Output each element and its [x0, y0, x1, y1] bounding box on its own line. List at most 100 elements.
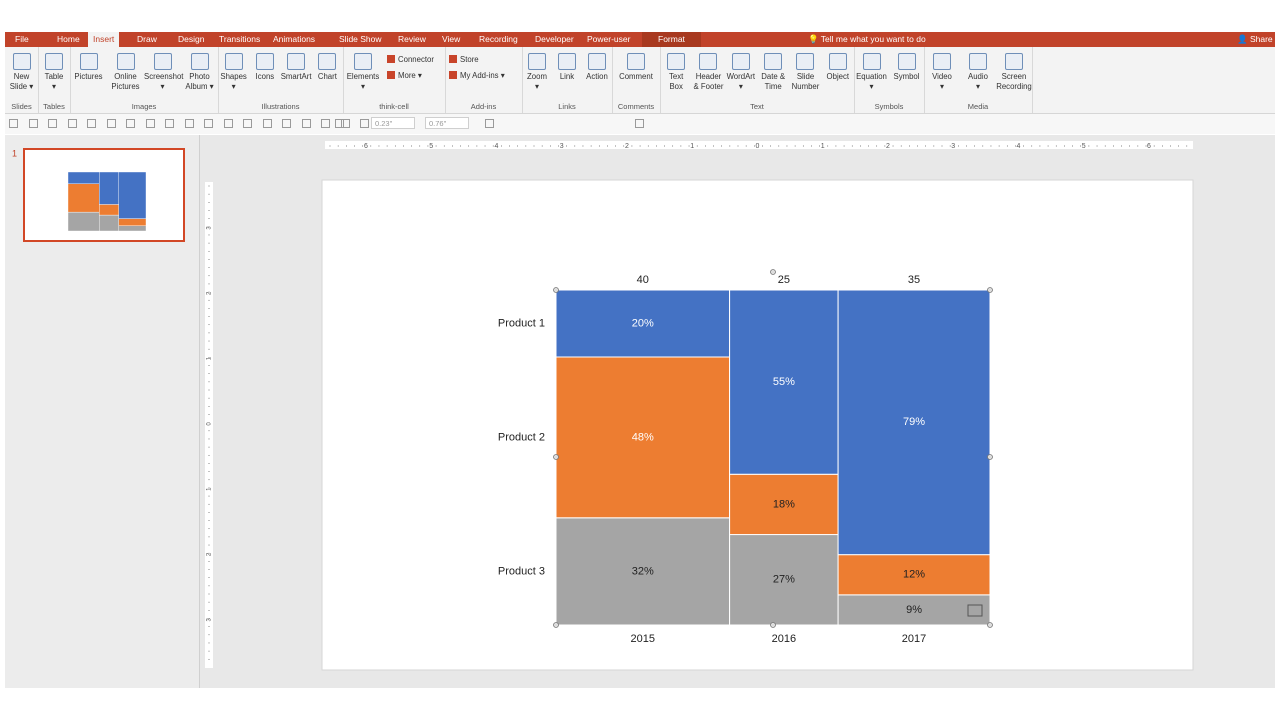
toolbar-icon[interactable] [282, 119, 291, 128]
ribbon-tab[interactable]: Transitions [219, 34, 261, 44]
toolbar-icon[interactable] [360, 119, 369, 128]
button-label: Store [460, 55, 479, 64]
button-icon [969, 53, 987, 70]
toolbar-icon[interactable] [126, 119, 135, 128]
ribbon-button[interactable]: Chart [312, 53, 343, 82]
ribbon-button[interactable]: Icons [249, 53, 280, 82]
ribbon-tab[interactable]: Insert [88, 32, 120, 47]
ruler-label: 6 [1147, 143, 1151, 150]
ruler-label: 4 [1017, 143, 1021, 150]
ribbon-tab[interactable]: Format [642, 32, 701, 47]
button-icon [449, 71, 457, 79]
toolbar-icon[interactable] [106, 119, 116, 128]
vertical-ruler [205, 182, 213, 668]
ribbon-button[interactable]: Screenshot ▾ [144, 53, 184, 92]
toolbar-icon[interactable] [223, 119, 233, 128]
ribbon-tab[interactable]: Animations [273, 34, 316, 44]
ribbon-button[interactable]: Table ▾ [38, 53, 70, 92]
button-label: Header & Footer [693, 72, 724, 91]
button-icon [255, 53, 274, 70]
ribbon-button[interactable]: Action [582, 53, 612, 82]
toolbar-icon[interactable] [87, 119, 96, 128]
toolbar-field[interactable]: 0.23" [371, 117, 415, 129]
toolbar-icon[interactable] [9, 119, 18, 128]
ribbon-button[interactable]: Shapes ▾ [218, 53, 249, 92]
ribbon-button[interactable]: Video ▾ [924, 53, 960, 92]
small-button[interactable]: Store [449, 55, 479, 64]
ribbon-button[interactable]: Slide Number [789, 53, 821, 92]
toolbar-icon[interactable] [28, 119, 38, 128]
toolbar-icon[interactable] [145, 119, 155, 128]
small-button[interactable]: More ▾ [387, 71, 422, 80]
button-label: Table ▾ [44, 72, 64, 91]
button-label: Video ▾ [932, 72, 952, 91]
tab-bar: 💡 Tell me what you want to do 👤 Share Fi… [5, 32, 1275, 47]
ribbon-tab[interactable]: Design [178, 34, 205, 44]
ribbon-button[interactable]: Object [822, 53, 854, 82]
ruler-label: 3 [207, 617, 213, 621]
small-button[interactable]: Connector [387, 55, 434, 64]
ribbon-button[interactable]: Date & Time [757, 53, 789, 92]
ribbon-button[interactable]: Symbol [889, 53, 924, 82]
button-label: Screenshot ▾ [144, 72, 184, 91]
toolbar-icon[interactable] [204, 119, 213, 128]
ribbon-tab[interactable]: Developer [535, 34, 574, 44]
toolbar-icon[interactable] [635, 119, 644, 128]
toolbar-icon[interactable] [335, 119, 344, 128]
ribbon-button[interactable]: Audio ▾ [960, 53, 996, 92]
group-label: Comments [617, 102, 655, 111]
button-label: SmartArt [280, 72, 312, 81]
button-label: More ▾ [398, 71, 422, 80]
ribbon-button[interactable]: Online Pictures [107, 53, 144, 92]
ribbon-tab[interactable]: File [15, 34, 29, 44]
toolbar-icon[interactable] [262, 119, 272, 128]
toolbar-icon[interactable] [485, 119, 494, 128]
ribbon-button[interactable]: Link [552, 53, 582, 82]
ribbon-button[interactable]: Pictures [70, 53, 107, 82]
small-button[interactable]: My Add-ins ▾ [449, 71, 505, 80]
tell-me[interactable]: 💡 Tell me what you want to do [808, 34, 926, 44]
ribbon-button[interactable]: Header & Footer [692, 53, 724, 92]
selection-handle [553, 622, 559, 628]
toolbar-icon[interactable] [340, 119, 350, 128]
ribbon-tab[interactable]: Slide Show [339, 34, 382, 44]
toolbar-icon[interactable] [184, 119, 194, 128]
toolbar-icon[interactable] [301, 119, 311, 128]
ribbon-tab[interactable]: Draw [137, 34, 157, 44]
ribbon-tab[interactable]: Review [398, 34, 426, 44]
segment [118, 218, 147, 226]
toolbar-icon[interactable] [48, 119, 57, 128]
group-label: Illustrations [261, 102, 300, 111]
share[interactable]: 👤 Share [1237, 34, 1273, 44]
button-icon [627, 53, 645, 70]
ruler-label: 3 [560, 143, 564, 150]
data-label: 9% [906, 604, 922, 616]
ribbon-button[interactable]: Screen Recording [996, 53, 1032, 92]
ribbon-button[interactable]: Photo Album ▾ [181, 53, 218, 92]
button-label: Connector [398, 55, 434, 64]
ribbon-tab[interactable]: Recording [479, 34, 518, 44]
ribbon-button[interactable]: Equation ▾ [854, 53, 889, 92]
toolbar-icon[interactable] [321, 119, 330, 128]
ruler-label: 3 [207, 226, 213, 230]
ribbon-group: Slides New Slide ▾ [5, 47, 39, 113]
ribbon-button[interactable]: New Slide ▾ [5, 53, 38, 92]
ribbon-group: Add-ins Store My Add-ins ▾ [445, 47, 523, 113]
ribbon-button[interactable]: WordArt ▾ [725, 53, 757, 92]
ribbon-button[interactable]: Text Box [660, 53, 692, 92]
toolbar-field[interactable]: 0.76" [425, 117, 469, 129]
ribbon-tab[interactable]: Home [57, 34, 80, 44]
ribbon-button[interactable]: Comment [612, 53, 660, 82]
ribbon-tab[interactable]: View [442, 34, 461, 44]
button-icon [667, 53, 686, 70]
ribbon-button[interactable]: Zoom ▾ [522, 53, 552, 92]
ribbon-button[interactable]: SmartArt [281, 53, 312, 82]
ribbon-button[interactable]: Elements ▾ [343, 53, 383, 92]
toolbar-icon[interactable] [165, 119, 174, 128]
category-label: 2016 [772, 633, 796, 645]
ribbon-tab[interactable]: Power-user [587, 34, 631, 44]
toolbar-icon[interactable] [67, 119, 77, 128]
category-label: 2015 [631, 633, 655, 645]
toolbar-icon[interactable] [243, 119, 252, 128]
segment [729, 534, 839, 626]
